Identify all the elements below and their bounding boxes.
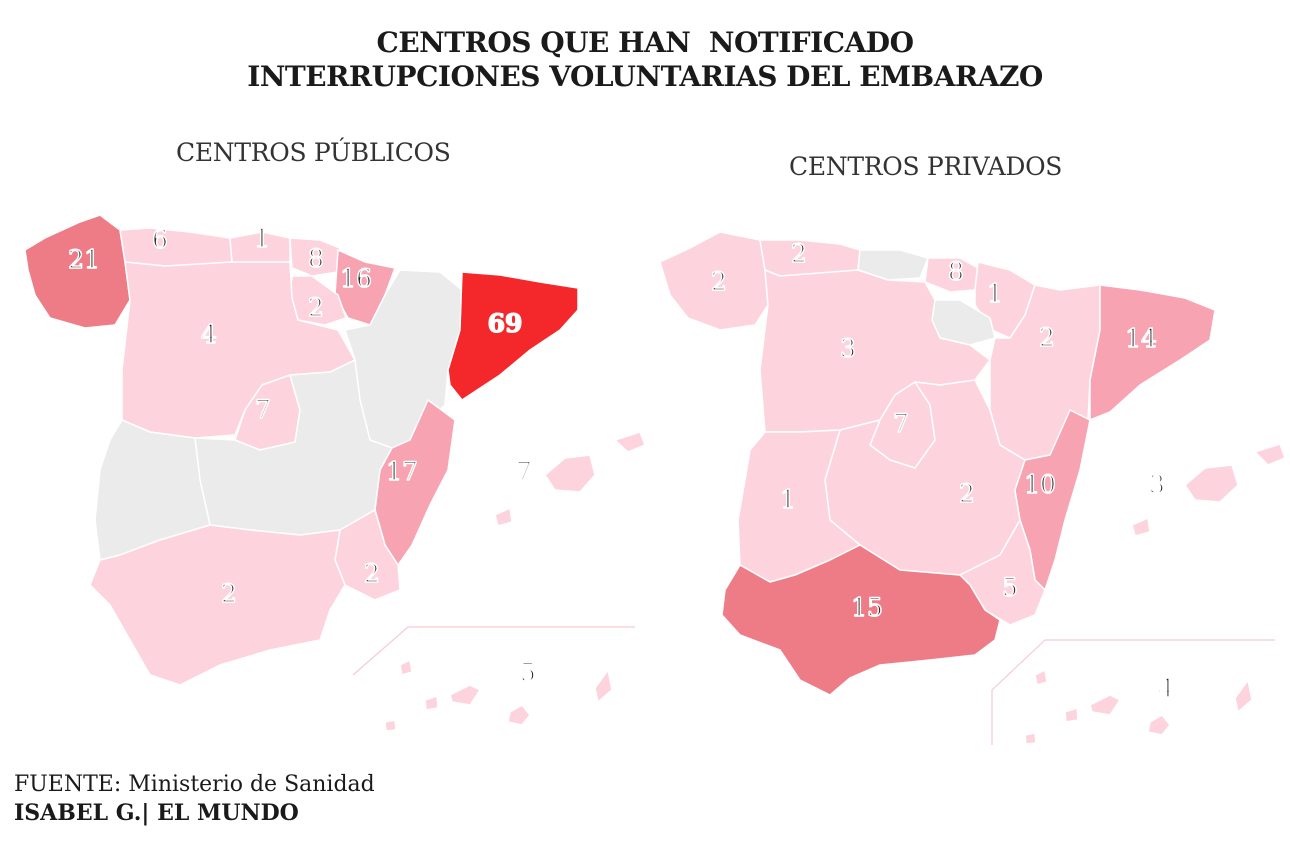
label-pri-castilla-la-mancha: 2 — [959, 479, 975, 508]
label-pri-valencia: 10 — [1024, 470, 1056, 499]
label-pub-cantabria: 1 — [254, 224, 270, 253]
label-pub-madrid: 7 — [255, 395, 271, 424]
title-line-1: CENTROS QUE HAN NOTIFICADO — [376, 26, 914, 59]
label-pub-castilla-leon: 4 — [201, 320, 217, 349]
label-pri-galicia: 2 — [711, 267, 727, 296]
region-pub-canarias — [384, 659, 613, 732]
label-pri-extremadura: 1 — [780, 485, 796, 514]
source-label: FUENTE: — [14, 772, 122, 797]
label-pri-baleares: 3 — [1149, 470, 1165, 499]
label-pub-cataluna: 69 — [488, 309, 523, 338]
map-publicos: 21 6 1 8 16 2 4 69 7 17 7 2 2 5 — [24, 214, 646, 732]
label-pub-andalucia: 2 — [221, 579, 237, 608]
label-pri-asturias: 2 — [791, 239, 807, 268]
label-pri-canarias: 4 — [1158, 674, 1174, 703]
region-pub-asturias — [119, 227, 233, 267]
label-pri-pais-vasco: 8 — [948, 257, 964, 286]
region-pub-andalucia — [89, 524, 346, 686]
label-pri-navarra: 1 — [987, 279, 1003, 308]
label-pri-castilla-leon: 3 — [840, 334, 856, 363]
source-line: FUENTE: Ministerio de Sanidad — [14, 772, 375, 797]
region-pri-canarias-frame — [991, 639, 1275, 745]
region-pub-cataluna — [447, 271, 579, 401]
title-line-2: INTERRUPCIONES VOLUNTARIAS DEL EMBARAZO — [247, 60, 1043, 93]
region-pri-cataluna — [1089, 284, 1216, 421]
label-pri-aragon: 2 — [1039, 323, 1055, 352]
label-pri-cataluna: 14 — [1125, 324, 1157, 353]
label-pub-canarias: 5 — [520, 658, 536, 687]
region-pub-baleares — [494, 431, 646, 527]
label-pub-asturias: 6 — [152, 225, 168, 254]
map-privados: 2 2 8 1 3 2 14 7 2 10 3 1 15 5 4 — [659, 231, 1286, 745]
credit-line: ISABEL G.| EL MUNDO — [14, 800, 299, 826]
label-pub-navarra: 16 — [340, 264, 372, 293]
region-pri-andalucia — [721, 544, 1001, 696]
label-pri-madrid: 7 — [893, 409, 909, 438]
subtitle-publicos: CENTROS PÚBLICOS — [176, 138, 451, 167]
label-pri-andalucia: 15 — [851, 593, 883, 622]
label-pub-pais-vasco: 8 — [308, 244, 324, 273]
source-text: Ministerio de Sanidad — [121, 772, 375, 797]
label-pub-la-rioja: 2 — [308, 293, 324, 322]
region-pub-canarias-frame — [352, 626, 635, 676]
label-pub-murcia: 2 — [364, 559, 380, 588]
region-pri-canarias — [1024, 669, 1253, 745]
label-pub-baleares: 7 — [516, 457, 532, 486]
subtitle-privados: CENTROS PRIVADOS — [789, 152, 1063, 181]
chart-title: CENTROS QUE HAN NOTIFICADO INTERRUPCIONE… — [0, 26, 1290, 94]
label-pri-murcia: 5 — [1002, 573, 1018, 602]
label-pub-galicia: 21 — [68, 245, 100, 274]
region-pri-baleares — [1131, 443, 1286, 537]
label-pub-valencia: 17 — [386, 457, 418, 486]
